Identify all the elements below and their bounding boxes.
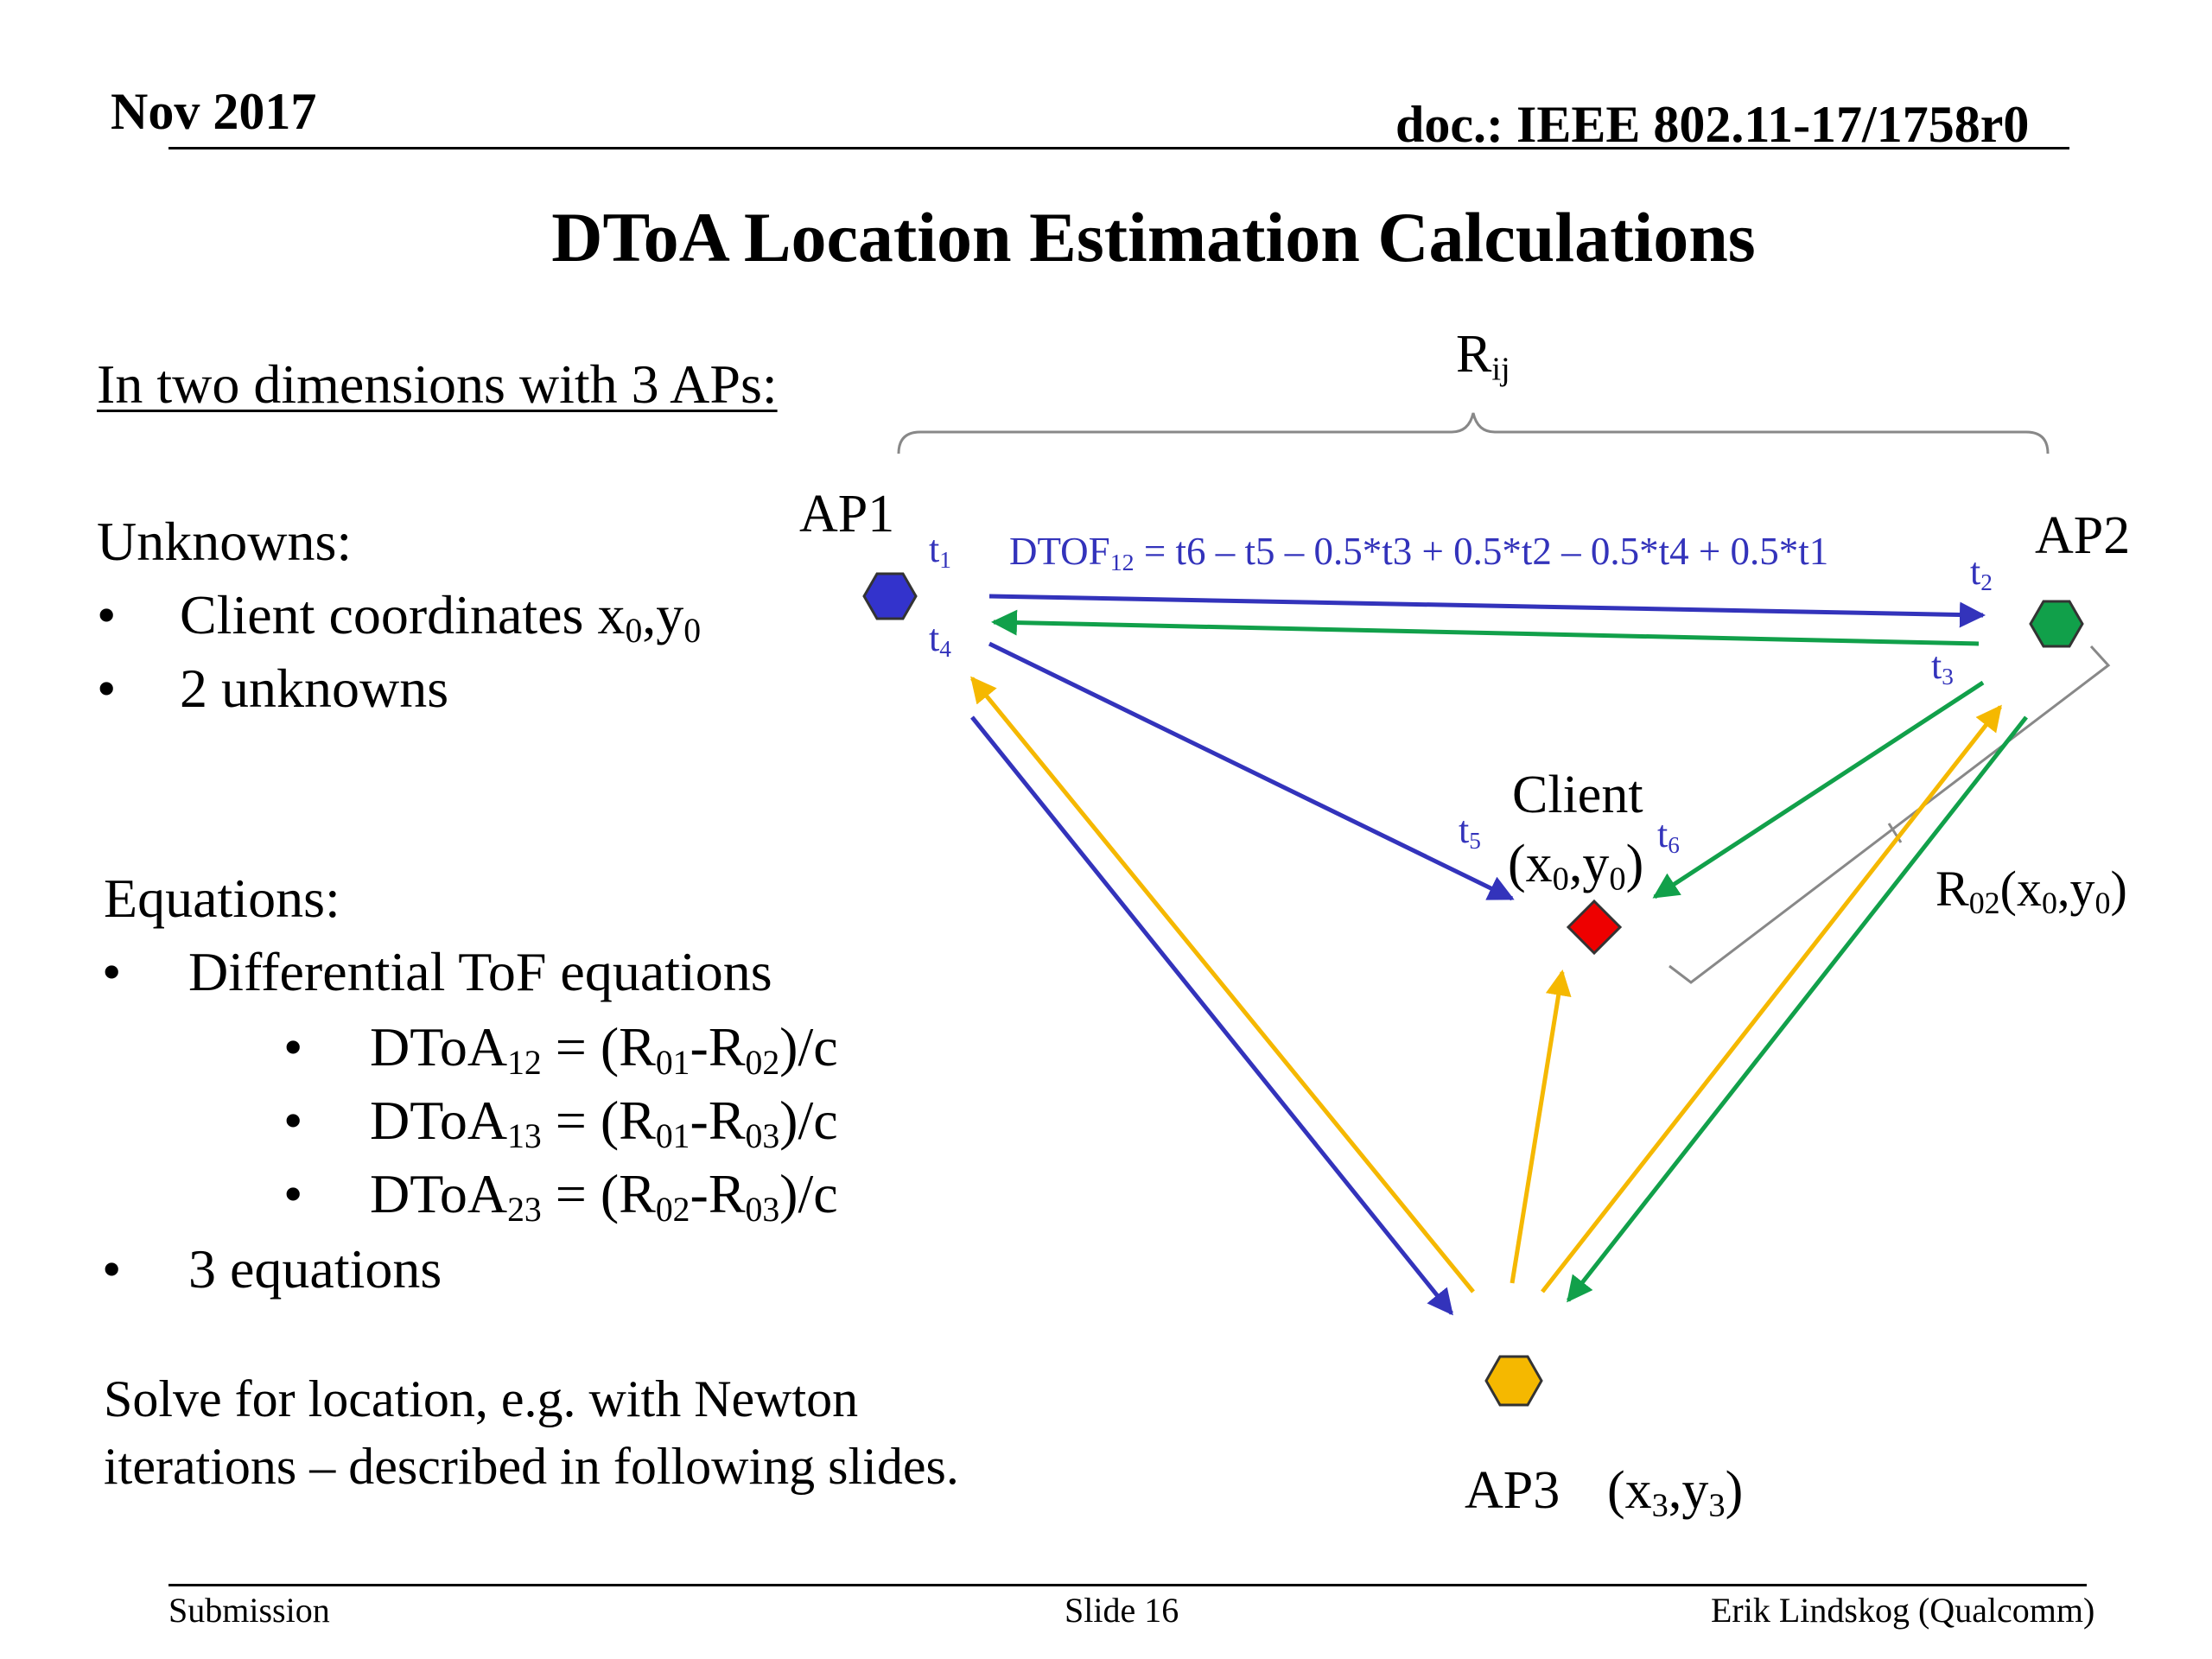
header-date: Nov 2017 <box>111 83 317 140</box>
client-coordinates: (x0,y0) <box>1508 835 1644 898</box>
t5-label: t5 <box>1459 809 1481 854</box>
arrow-ap1-to-ap3 <box>970 715 1453 1316</box>
rij-label: Rij <box>1456 325 1510 388</box>
arrow-ap1-to-ap2 <box>988 594 1986 628</box>
equations-item-dtof: Differential ToF equations <box>188 941 772 1002</box>
ap2-label: AP2 <box>2035 506 2131 565</box>
bullet-marker: • <box>97 584 117 645</box>
client-marker <box>1566 899 1623 956</box>
bullet-marker: • <box>283 1016 303 1077</box>
arrow-ap2-to-ap1 <box>991 609 1980 646</box>
bullet-marker: • <box>102 941 122 1002</box>
bullet-marker: • <box>102 1238 122 1300</box>
footer-submission: Submission <box>168 1591 330 1630</box>
arrow-ap3-to-ap2 <box>1541 704 2002 1294</box>
ap3-label: AP3 <box>1465 1461 1560 1520</box>
t1-label: t1 <box>929 528 951 573</box>
arrow-ap3-to-client <box>1510 969 1572 1284</box>
ap3-coordinates: (x3,y3) <box>1607 1461 1744 1524</box>
arrow-ap2-to-client <box>1652 680 1985 899</box>
footer-slide-number: Slide 16 <box>1065 1591 1179 1630</box>
ap2-marker <box>2029 600 2084 648</box>
equations-heading: Equations: <box>104 868 340 929</box>
header-doc-id: doc.: IEEE 802.11-17/1758r0 <box>1395 96 2030 153</box>
t3-label: t3 <box>1931 645 1954 690</box>
footer-author: Erik Lindskog (Qualcomm) <box>1711 1591 2095 1630</box>
unknowns-item-coordinates: Client coordinates x0,y0 <box>180 584 702 650</box>
intro-heading: In two dimensions with 3 APs: <box>97 353 778 415</box>
t2-label: t2 <box>1970 550 1993 595</box>
equation-dtoa-13: DToA13 = (R01-R03)/c <box>370 1090 838 1155</box>
arrow-ap1-to-client <box>988 641 1515 901</box>
bullet-marker: • <box>283 1163 303 1224</box>
equation-dtoa-12: DToA12 = (R01-R02)/c <box>370 1016 838 1082</box>
ap3-marker <box>1484 1355 1543 1407</box>
arrow-ap3-to-ap1 <box>970 676 1475 1294</box>
solve-text-line2: iterations – described in following slid… <box>104 1438 959 1495</box>
ap1-label: AP1 <box>799 485 895 543</box>
footer-rule <box>168 1584 2087 1586</box>
dtof-equation: DTOF12 = t6 – t5 – 0.5*t3 + 0.5*t2 – 0.5… <box>1009 530 1829 576</box>
r02-label: R02(x0,y0) <box>1936 861 2127 920</box>
header-rule <box>168 147 2069 149</box>
rij-bracket <box>897 412 2050 454</box>
t4-label: t4 <box>929 617 951 662</box>
bullet-marker: • <box>283 1090 303 1151</box>
client-label: Client <box>1512 766 1643 824</box>
arrow-ap2-to-ap3 <box>1567 715 2028 1303</box>
bullet-marker: • <box>97 658 117 719</box>
unknowns-item-count: 2 unknowns <box>180 658 449 719</box>
t6-label: t6 <box>1657 813 1680 858</box>
unknowns-heading: Unknowns: <box>97 511 353 572</box>
solve-text-line1: Solve for location, e.g. with Newton <box>104 1370 859 1427</box>
slide-title: DToA Location Estimation Calculations <box>551 198 1756 276</box>
r02-bracket <box>1669 645 2111 984</box>
ap1-marker <box>862 572 918 620</box>
equations-item-count: 3 equations <box>188 1238 442 1300</box>
equation-dtoa-23: DToA23 = (R02-R03)/c <box>370 1163 838 1229</box>
